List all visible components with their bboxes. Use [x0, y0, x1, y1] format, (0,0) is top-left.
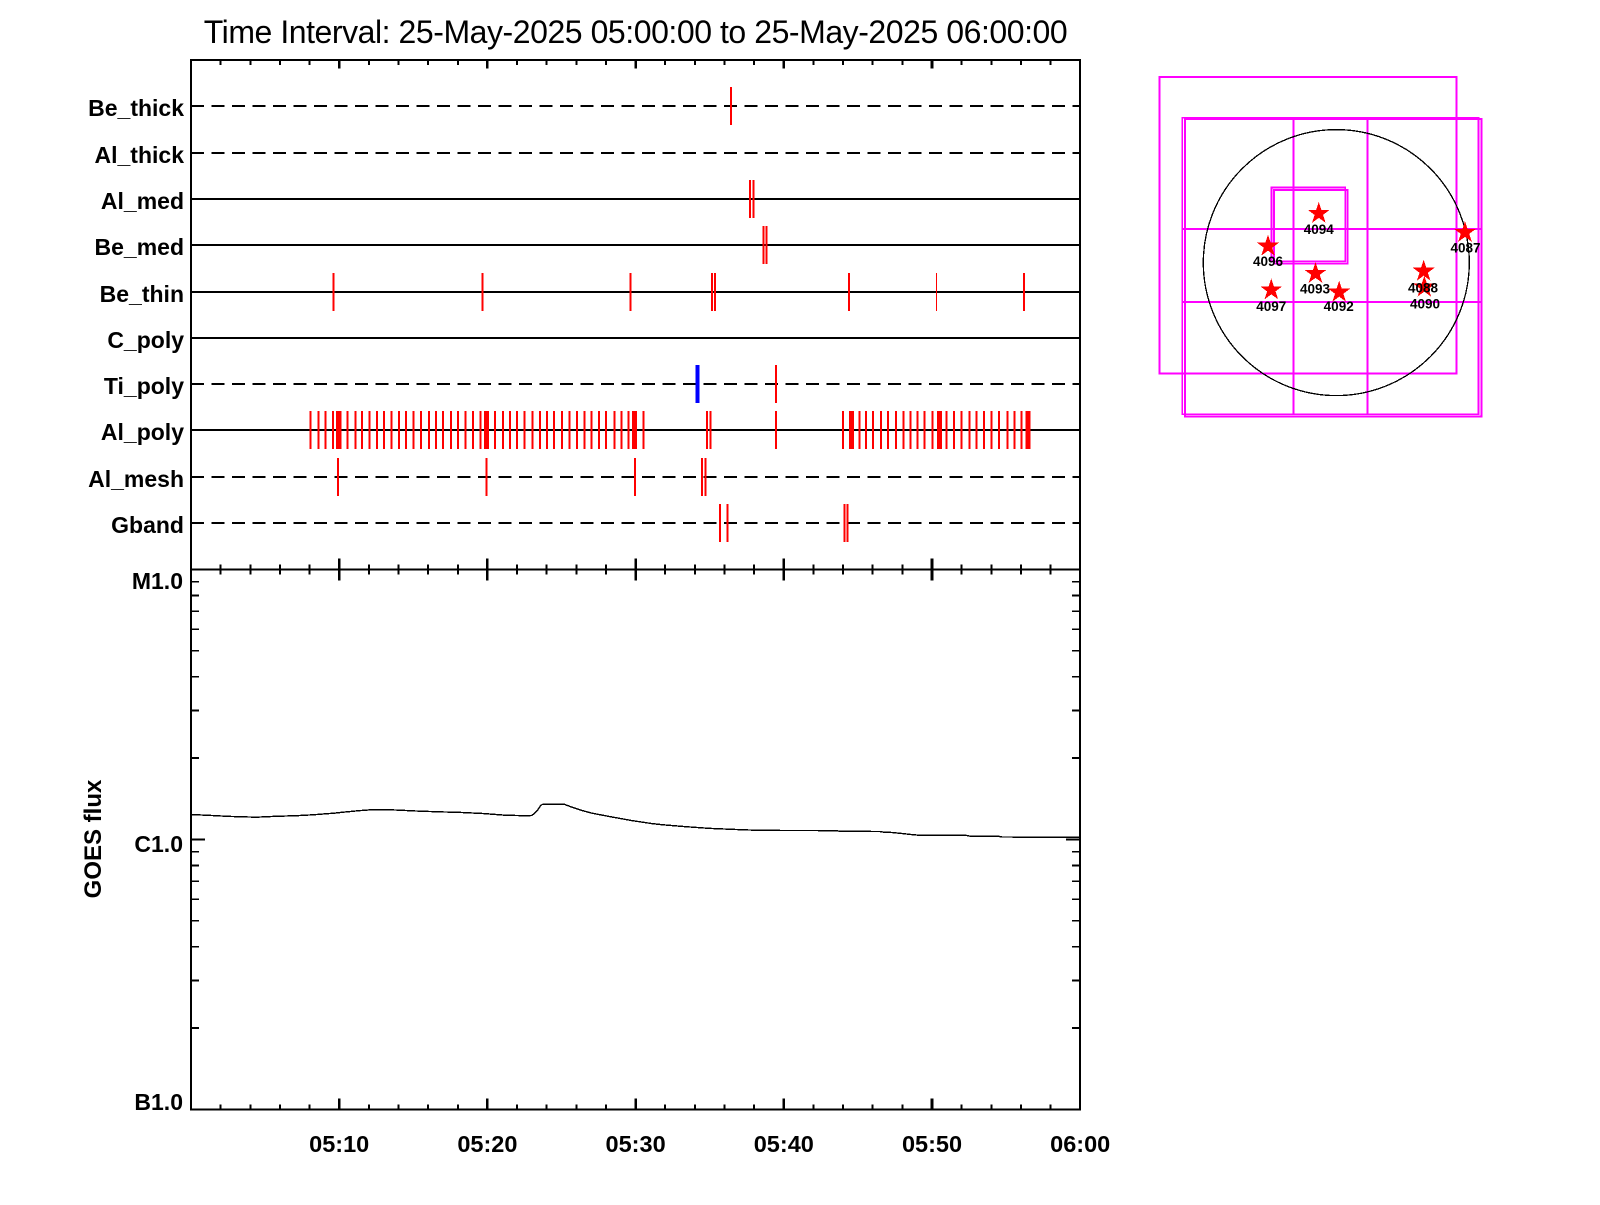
svg-text:4090: 4090	[1410, 297, 1440, 312]
svg-text:05:50: 05:50	[902, 1131, 962, 1157]
svg-text:Be_thick: Be_thick	[88, 95, 184, 121]
svg-text:GOES flux: GOES flux	[80, 779, 107, 898]
svg-text:Time Interval: 25-May-2025 05:: Time Interval: 25-May-2025 05:00:00 to 2…	[204, 14, 1067, 50]
svg-text:C_poly: C_poly	[107, 327, 184, 353]
svg-text:4094: 4094	[1304, 222, 1335, 237]
svg-text:Ti_poly: Ti_poly	[104, 373, 184, 399]
svg-text:Gband: Gband	[111, 512, 184, 538]
svg-text:05:30: 05:30	[606, 1131, 666, 1157]
svg-text:Al_mesh: Al_mesh	[88, 466, 184, 492]
svg-text:05:10: 05:10	[309, 1131, 369, 1157]
svg-text:4096: 4096	[1253, 254, 1284, 269]
svg-text:Be_med: Be_med	[95, 234, 184, 260]
svg-text:B1.0: B1.0	[134, 1089, 183, 1115]
svg-text:Al_med: Al_med	[101, 188, 184, 214]
svg-text:06:00: 06:00	[1050, 1131, 1110, 1157]
svg-text:Al_poly: Al_poly	[101, 419, 184, 445]
svg-text:4092: 4092	[1324, 299, 1354, 314]
svg-text:C1.0: C1.0	[134, 831, 183, 857]
svg-text:Al_thick: Al_thick	[95, 142, 185, 168]
svg-text:4088: 4088	[1408, 280, 1439, 295]
svg-text:05:20: 05:20	[457, 1131, 517, 1157]
svg-text:4097: 4097	[1256, 299, 1286, 314]
svg-text:M1.0: M1.0	[132, 568, 183, 594]
svg-text:Be_thin: Be_thin	[100, 281, 184, 307]
svg-text:4093: 4093	[1300, 282, 1331, 297]
svg-text:05:40: 05:40	[754, 1131, 814, 1157]
svg-text:4087: 4087	[1450, 240, 1480, 255]
